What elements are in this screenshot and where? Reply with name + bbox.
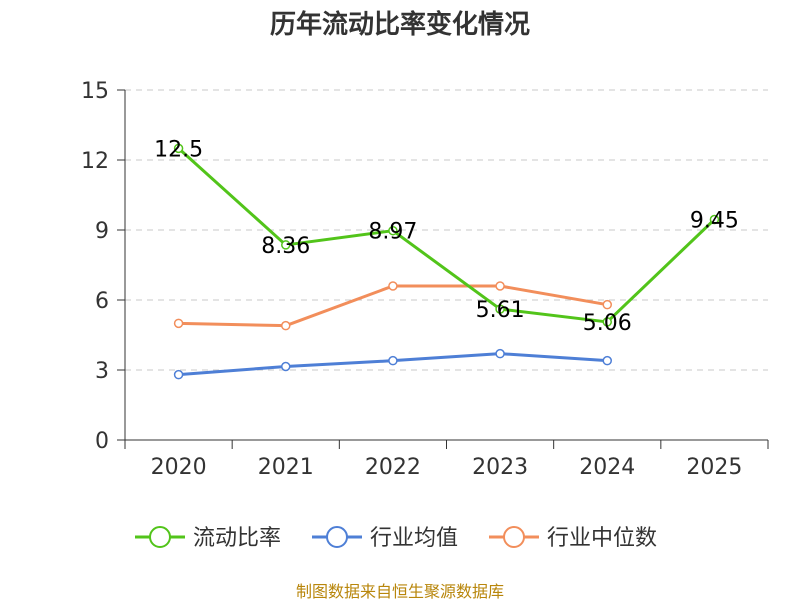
legend-label: 行业中位数 [547, 526, 657, 551]
y-tick-label: 0 [95, 429, 109, 454]
legend-item[interactable]: 行业均值 [312, 526, 458, 551]
data-label: 12.5 [154, 137, 203, 162]
data-label: 8.97 [368, 220, 417, 245]
data-point [602, 299, 612, 310]
legend: 流动比率 行业均值 行业中位数 [135, 526, 657, 551]
data-point [388, 355, 398, 366]
y-tick-label: 9 [95, 219, 109, 244]
data-label: 5.61 [476, 298, 525, 323]
x-tick-label: 2022 [365, 455, 421, 480]
chart-title: 历年流动比率变化情况 [269, 10, 530, 40]
x-tick-label: 2025 [686, 455, 742, 480]
y-tick-label: 6 [95, 289, 109, 314]
data-point [173, 369, 184, 380]
series-line [178, 284, 608, 328]
data-point [388, 281, 398, 291]
data-point [602, 317, 612, 327]
data-point [173, 318, 184, 329]
data-point [388, 225, 398, 236]
data-label: 9.45 [690, 209, 739, 234]
legend-marker [149, 526, 171, 548]
axes: 0 3 6 9 12 15 2020 2021 2022 2023 2024 2025 [81, 79, 769, 480]
legend-marker [326, 526, 348, 548]
data-point [709, 214, 720, 225]
y-tick-label: 12 [81, 149, 109, 174]
legend-label: 行业均值 [370, 526, 458, 551]
legend-label: 流动比率 [193, 526, 281, 551]
data-point [602, 355, 612, 366]
grid-lines [125, 89, 768, 371]
data-point [495, 304, 505, 314]
legend-item[interactable]: 流动比率 [135, 526, 281, 551]
series-line [177, 147, 716, 324]
source-note: 制图数据来自恒生聚源数据库 [295, 582, 504, 601]
x-tick-label: 2024 [579, 455, 635, 480]
data-point [495, 348, 505, 359]
data-labels: 12.5 8.36 8.97 5.61 5.06 9.45 [154, 137, 739, 336]
data-point [173, 143, 184, 154]
y-tick-label: 15 [81, 79, 109, 104]
data-label: 5.06 [583, 311, 632, 336]
data-point [495, 281, 505, 291]
x-tick-label: 2021 [258, 455, 314, 480]
x-tick-label: 2020 [151, 455, 207, 480]
data-point [281, 240, 291, 250]
legend-item[interactable]: 行业中位数 [489, 526, 657, 551]
series-lines [173, 143, 720, 380]
data-point [281, 320, 291, 331]
legend-marker [503, 526, 525, 548]
y-tick-label: 3 [95, 359, 109, 384]
data-label: 8.36 [261, 234, 310, 259]
data-point [281, 361, 291, 372]
x-tick-label: 2023 [472, 455, 528, 480]
